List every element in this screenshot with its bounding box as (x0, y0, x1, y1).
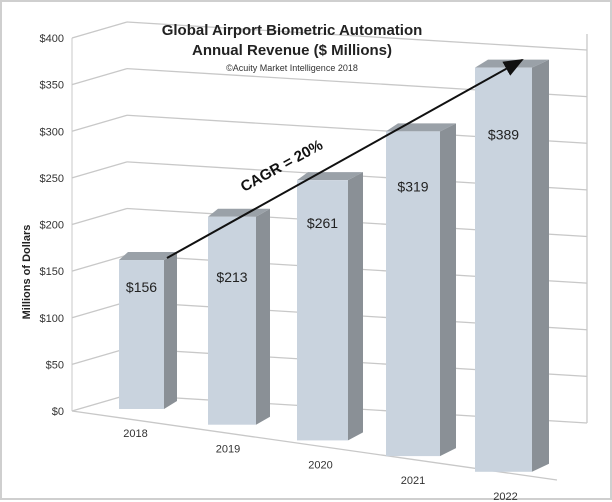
data-label: $213 (216, 269, 247, 285)
gridline-side (71, 114, 128, 132)
bar-2019 (208, 216, 256, 425)
y-tick-label: $150 (40, 266, 64, 278)
gridline-side (71, 68, 128, 86)
bar-top (119, 252, 177, 261)
gridline-side (71, 161, 128, 179)
y-tick-label: $50 (46, 359, 64, 371)
y-tick-label: $0 (52, 406, 64, 418)
bar-top (297, 172, 363, 181)
y-tick-label: $300 (40, 126, 64, 138)
gridline-side (71, 301, 128, 319)
y-tick-label: $400 (40, 33, 64, 45)
data-label: $319 (397, 178, 428, 194)
chart-title: Global Airport Biometric Automation (162, 22, 423, 39)
bar-side (256, 208, 270, 425)
gridline-back (126, 21, 588, 51)
y-tick-label: $250 (40, 173, 64, 185)
x-tick-label: 2021 (401, 475, 425, 487)
x-tick-label: 2022 (493, 491, 517, 502)
gridline-side (71, 21, 128, 39)
bar-side (164, 252, 177, 409)
chart-credit: ©Acuity Market Intelligence 2018 (226, 63, 358, 73)
bar-2022 (475, 67, 532, 472)
bar-side (440, 123, 456, 457)
bars: $156 $213 $261 $319 $389 (119, 59, 549, 472)
gridline-side (71, 254, 128, 272)
x-tick-label: 2018 (123, 428, 147, 440)
y-axis-label: Millions of Dollars (21, 225, 33, 320)
y-tick-label: $200 (40, 220, 64, 232)
gridline-side (71, 347, 128, 365)
y-tick-label: $350 (40, 80, 64, 92)
x-tick-labels: 2018 2019 2020 2021 2022 (123, 428, 517, 502)
y-tick-labels: $0 $50 $100 $150 $200 $250 $300 $350 $400 (40, 33, 64, 418)
chart-subtitle: Annual Revenue ($ Millions) (192, 42, 392, 59)
data-label: $261 (307, 215, 338, 231)
bar-2018 (119, 260, 164, 409)
gridline-side (71, 394, 128, 412)
bar-side (532, 59, 549, 472)
x-tick-label: 2019 (216, 444, 240, 456)
y-tick-label: $100 (40, 313, 64, 325)
bar-top (208, 208, 270, 217)
cagr-arrow (166, 59, 524, 259)
bar-2020 (297, 180, 348, 441)
bar-2021 (386, 131, 440, 457)
data-label: $389 (488, 127, 519, 143)
data-label: $156 (126, 279, 157, 295)
gridline-side (71, 207, 128, 226)
x-tick-label: 2020 (308, 459, 332, 471)
bar-side (348, 172, 363, 441)
